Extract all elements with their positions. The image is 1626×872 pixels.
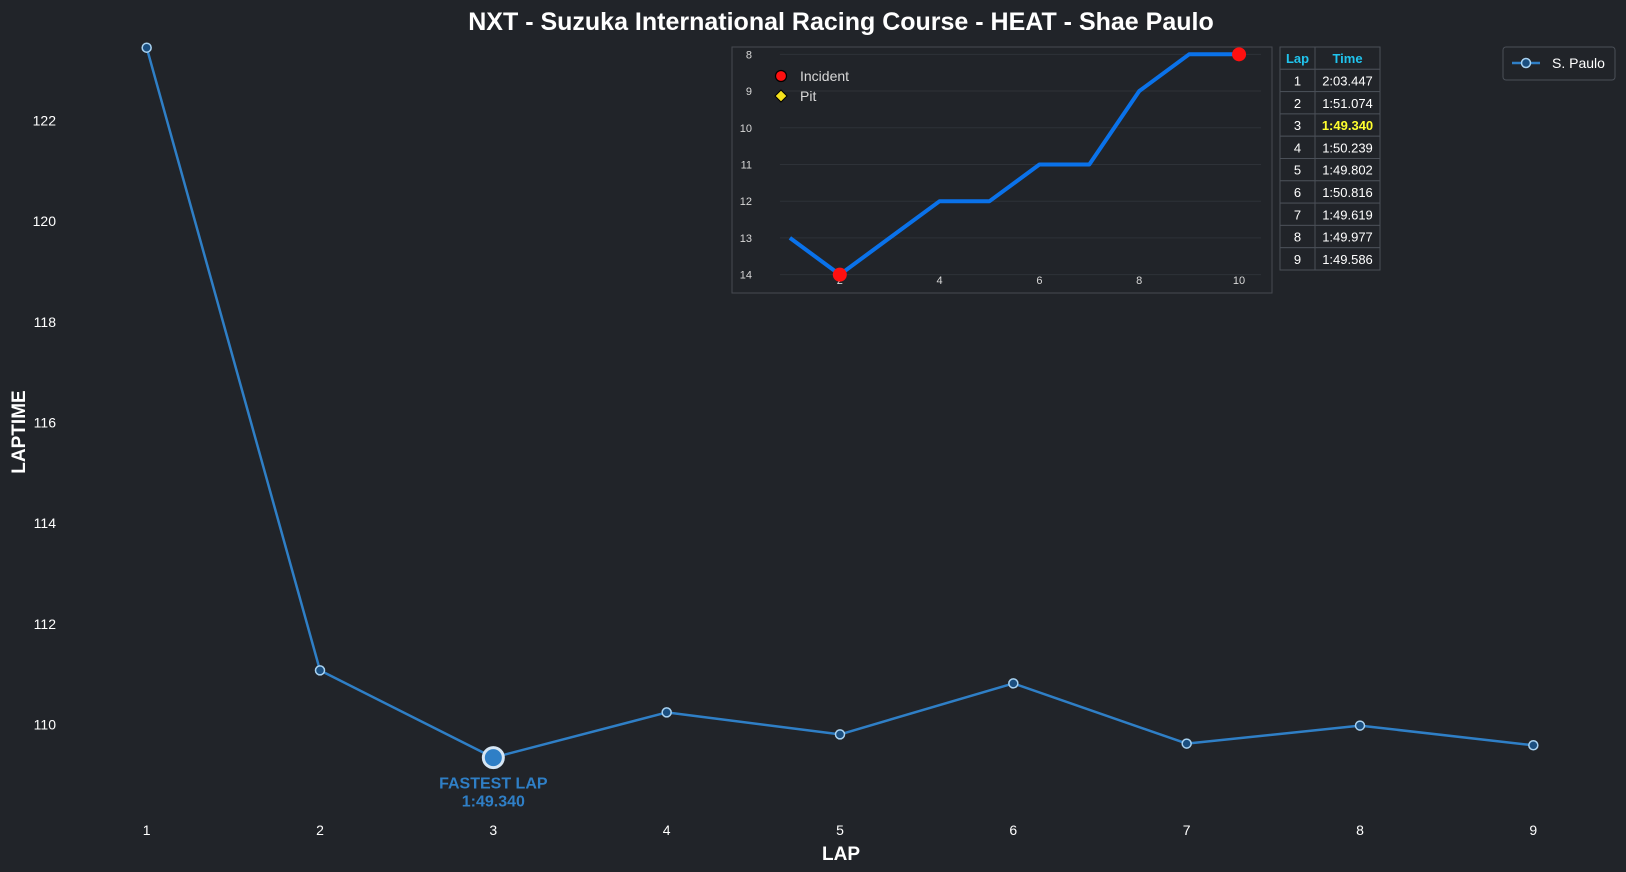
fastest-lap-label: FASTEST LAP: [439, 776, 548, 793]
inset-x-tick-label: 6: [1036, 275, 1042, 287]
chart-title: NXT - Suzuka International Racing Course…: [468, 8, 1213, 36]
table-time-cell: 1:49.340: [1322, 118, 1373, 133]
y-tick-label: 118: [34, 314, 57, 330]
fastest-lap-time: 1:49.340: [462, 794, 525, 811]
y-tick-label: 114: [34, 515, 57, 531]
y-tick-labels: 110 112 114 116 118 120 122: [33, 113, 57, 733]
y-tick-label: 112: [34, 616, 57, 632]
lap-time-table: Lap Time 1 2:03.447 2 1:51.074 3 1:49.340 4 1:50.…: [1279, 46, 1381, 271]
y-tick-label: 116: [34, 414, 57, 430]
laptime-point: [1528, 740, 1539, 751]
table-lap-cell: 6: [1294, 185, 1301, 200]
inset-x-tick-label: 8: [1136, 275, 1142, 287]
inset-y-tick-label: 9: [746, 86, 752, 98]
table-time-cell: 1:49.619: [1322, 207, 1373, 222]
laptime-point: [1181, 738, 1192, 749]
inset-y-tick-label: 12: [740, 196, 752, 208]
table-time-cell: 1:49.977: [1322, 230, 1373, 245]
inset-frame: [731, 46, 1273, 294]
y-tick-label: 122: [33, 113, 57, 129]
incident-marker: [1232, 47, 1247, 62]
position-line: [788, 52, 1239, 277]
laptime-series: [141, 42, 1539, 770]
table-lap-cell: 9: [1294, 252, 1301, 267]
x-axis-label: LAP: [822, 844, 860, 865]
table-lap-cell: 2: [1294, 96, 1301, 111]
table-time-cell: 1:50.816: [1322, 185, 1373, 200]
table-lap-cell: 4: [1294, 140, 1301, 155]
y-axis-label: LAPTIME: [9, 390, 30, 473]
table-lap-cell: 5: [1294, 163, 1301, 178]
x-tick-label: 5: [836, 822, 844, 838]
x-tick-label: 4: [663, 822, 671, 838]
inset-y-tick-label: 10: [740, 123, 752, 135]
table-cell-bg: [1314, 247, 1381, 271]
fastest-lap-marker: [481, 746, 505, 770]
table-time-cell: 1:50.239: [1322, 140, 1373, 155]
y-tick-label: 120: [33, 213, 57, 229]
main-legend: S. Paulo: [1502, 46, 1616, 81]
x-tick-label: 7: [1183, 822, 1191, 838]
x-tick-label: 2: [316, 822, 324, 838]
table-time-cell: 1:49.586: [1322, 252, 1373, 267]
laptime-point: [314, 665, 326, 676]
x-tick-label: 3: [489, 822, 497, 838]
legend-series-name: S. Paulo: [1552, 55, 1605, 71]
x-tick-labels: 1 2 3 4 5 6 7 8 9: [143, 822, 1538, 838]
x-tick-label: 6: [1009, 822, 1017, 838]
x-tick-label: 9: [1529, 822, 1537, 838]
laptime-point: [661, 707, 672, 718]
table-time-cell: 1:51.074: [1322, 96, 1373, 111]
inset-y-tick-label: 11: [741, 159, 752, 171]
laptime-point: [141, 42, 152, 53]
inset-gridlines: [779, 53, 1262, 276]
laptime-point: [834, 729, 846, 740]
pit-legend-label: Pit: [800, 88, 816, 104]
inset-y-tick-label: 13: [740, 233, 752, 245]
incident-marker: [832, 267, 847, 282]
x-tick-label: 8: [1356, 822, 1364, 838]
inset-x-tick-label: 10: [1233, 275, 1245, 287]
inset-legend: Incident Pit: [774, 68, 849, 104]
incident-markers: [832, 47, 1247, 282]
laptime-point: [1354, 720, 1366, 731]
position-series: [788, 52, 1239, 277]
table-lap-cell: 3: [1294, 118, 1301, 133]
inset-x-tick-label: 4: [937, 275, 943, 287]
incident-legend-label: Incident: [800, 68, 849, 84]
inset-y-tick-labels: 8 9 10 11 12 13 14: [740, 49, 752, 281]
table-time-cell: 2:03.447: [1322, 73, 1373, 88]
pit-legend-icon: [774, 89, 788, 103]
incident-legend-icon: [774, 69, 788, 83]
inset-y-tick-label: 14: [740, 270, 752, 282]
legend-frame: [1502, 46, 1616, 81]
legend-marker-swatch: [1520, 57, 1532, 69]
table-lap-cell: 1: [1294, 73, 1301, 88]
table-time-cell: 1:49.802: [1322, 163, 1373, 178]
y-tick-label: 110: [34, 716, 57, 732]
fastest-lap-annotation: FASTEST LAP 1:49.340: [439, 776, 548, 811]
x-tick-label: 1: [143, 822, 151, 838]
table-lap-cell: 7: [1294, 207, 1301, 222]
table-header-cell: Lap: [1286, 51, 1309, 66]
table-header-cell: Time: [1332, 51, 1362, 66]
inset-y-tick-label: 8: [746, 49, 752, 61]
laptime-point: [1008, 678, 1019, 689]
table-lap-cell: 8: [1294, 230, 1301, 245]
